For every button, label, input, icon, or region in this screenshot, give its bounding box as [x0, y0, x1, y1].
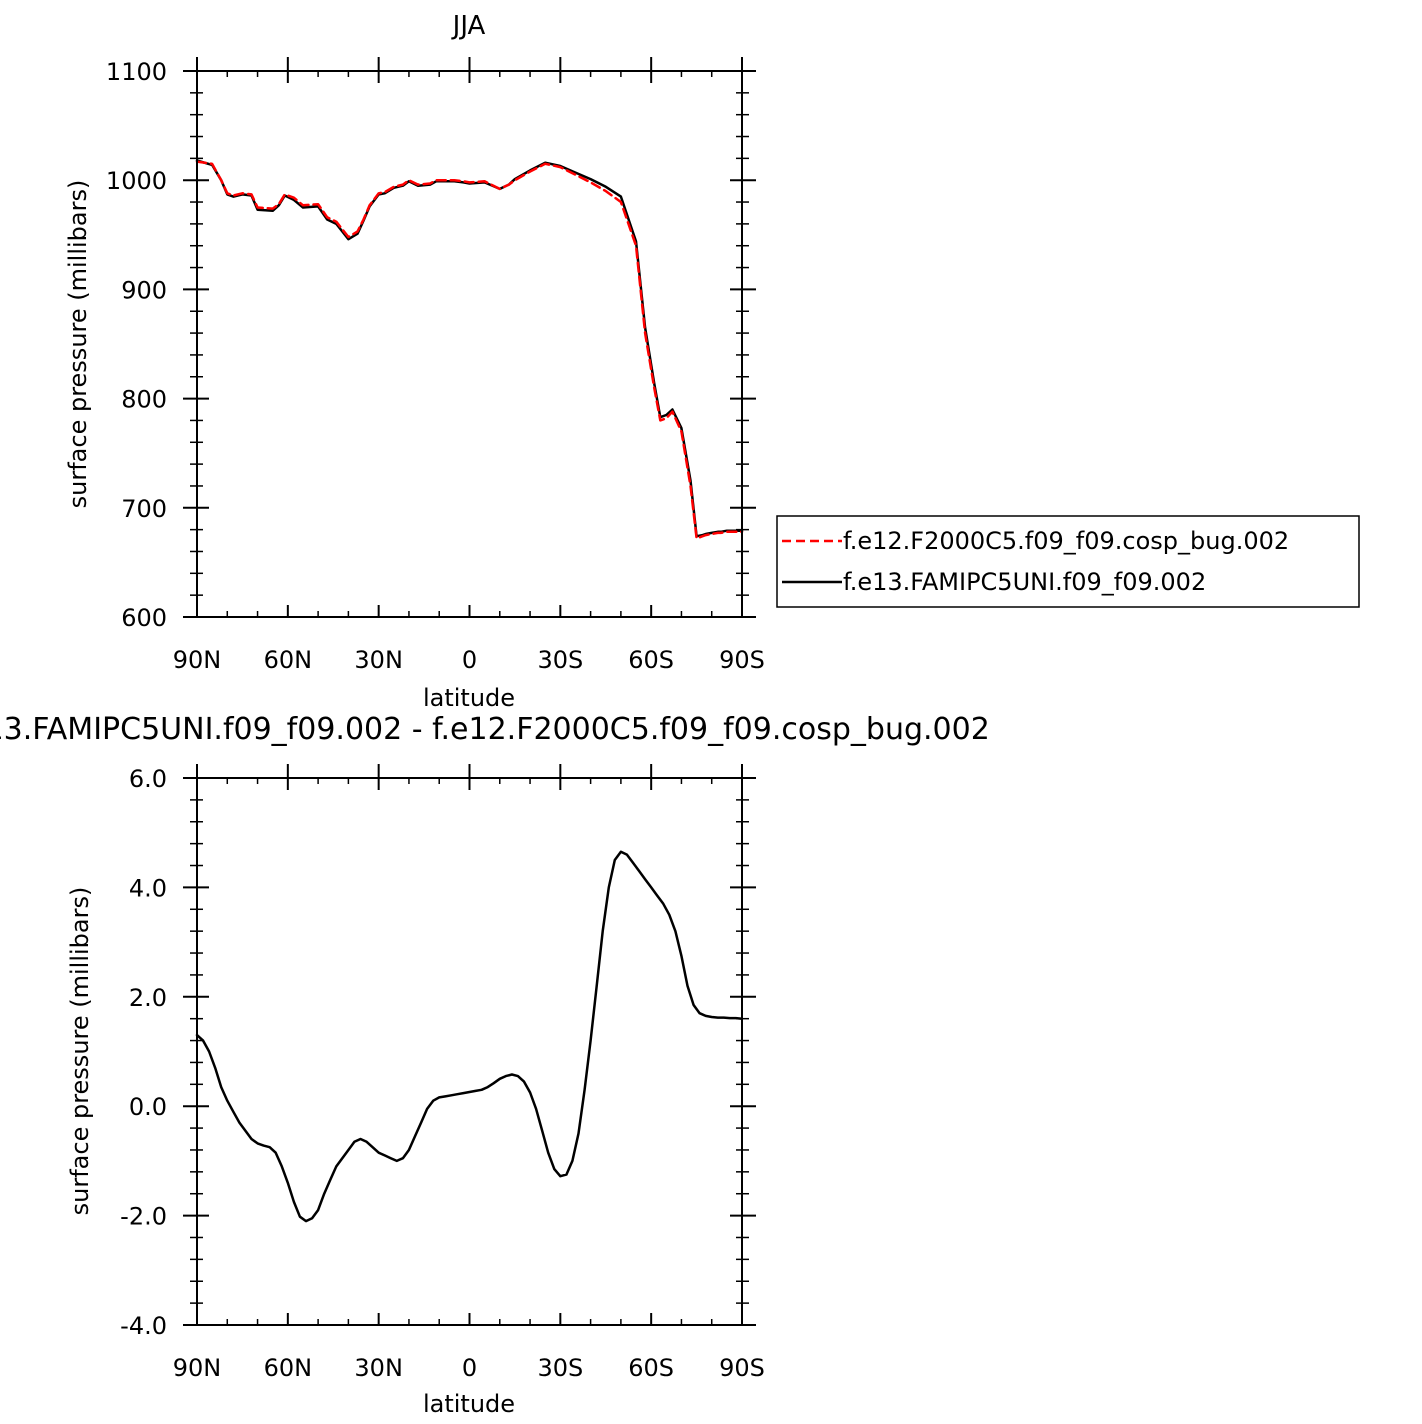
bottom-y-tick-label: -2.0 — [120, 1203, 167, 1231]
top-y-tick-label: 900 — [121, 276, 167, 304]
top-chart-plot-frame — [196, 70, 743, 618]
bottom-series-line-solid — [195, 850, 744, 1223]
top-chart-title: JJA — [451, 11, 486, 41]
top-chart-series — [195, 159, 744, 540]
bottom-y-tick-label: 6.0 — [129, 765, 167, 793]
bottom-y-tick-label: 4.0 — [129, 874, 167, 902]
bottom-x-tick-label: 30S — [537, 1354, 583, 1382]
top-chart-x-axis-label: latitude — [423, 684, 515, 712]
bottom-chart-series — [195, 850, 744, 1223]
legend-entry-famipc5uni: f.e13.FAMIPC5UNI.f09_f09.002 — [843, 568, 1206, 596]
top-y-tick-label: 600 — [121, 604, 167, 632]
top-chart-ticks: 90N 60N 30N 0 30S 60S 90S 600 700 800 900 1000 1100 — [106, 57, 765, 674]
bottom-chart-title: f.e13.FAMIPC5UNI.f09_f09.002 - f.e12.F20… — [0, 712, 990, 747]
bottom-x-tick-label: 30N — [354, 1354, 403, 1382]
bottom-x-tick-label: 90N — [173, 1354, 222, 1382]
bottom-chart-ticks: 90N 60N 30N 0 30S 60S 90S -4.0 -2.0 0.0 2.0 4.0 6.0 — [120, 764, 765, 1382]
top-x-tick-label: 30S — [537, 646, 583, 674]
bottom-chart-x-axis-label: latitude — [423, 1390, 515, 1418]
top-chart-y-axis-label: surface pressure (millibars) — [64, 180, 92, 509]
top-y-tick-label: 700 — [121, 495, 167, 523]
top-x-tick-label: 0 — [462, 646, 477, 674]
legend-box — [776, 515, 1360, 608]
bottom-x-tick-label: 0 — [462, 1354, 477, 1382]
legend: f.e12.F2000C5.f09_f09.cosp_bug.002 f.e13… — [776, 515, 1360, 608]
top-y-tick-label: 800 — [121, 386, 167, 414]
bottom-y-tick-label: 0.0 — [129, 1093, 167, 1121]
bottom-x-tick-label: 90S — [719, 1354, 765, 1382]
bottom-chart-y-axis-label: surface pressure (millibars) — [66, 887, 94, 1216]
top-x-tick-label: 60N — [264, 646, 313, 674]
bottom-x-tick-label: 60N — [264, 1354, 313, 1382]
top-y-tick-label: 1100 — [106, 58, 167, 86]
top-x-tick-label: 60S — [628, 646, 674, 674]
legend-entry-cosp-bug: f.e12.F2000C5.f09_f09.cosp_bug.002 — [843, 527, 1289, 555]
bottom-x-tick-label: 60S — [628, 1354, 674, 1382]
top-series-line-solid — [195, 159, 744, 538]
bottom-chart-plot-frame — [196, 777, 743, 1326]
top-series-line-dashed — [195, 160, 744, 540]
top-x-tick-label: 90N — [173, 646, 222, 674]
bottom-y-tick-label: 2.0 — [129, 984, 167, 1012]
top-chart-panel: JJA 90N 60N 30N 0 30S 60S 90S 600 700 800 900 1000 1… — [64, 11, 765, 712]
top-x-tick-label: 30N — [354, 646, 403, 674]
top-x-tick-label: 90S — [719, 646, 765, 674]
bottom-chart-panel: f.e13.FAMIPC5UNI.f09_f09.002 - f.e12.F20… — [0, 712, 990, 1418]
top-y-tick-label: 1000 — [106, 167, 167, 195]
bottom-y-tick-label: -4.0 — [120, 1312, 167, 1340]
